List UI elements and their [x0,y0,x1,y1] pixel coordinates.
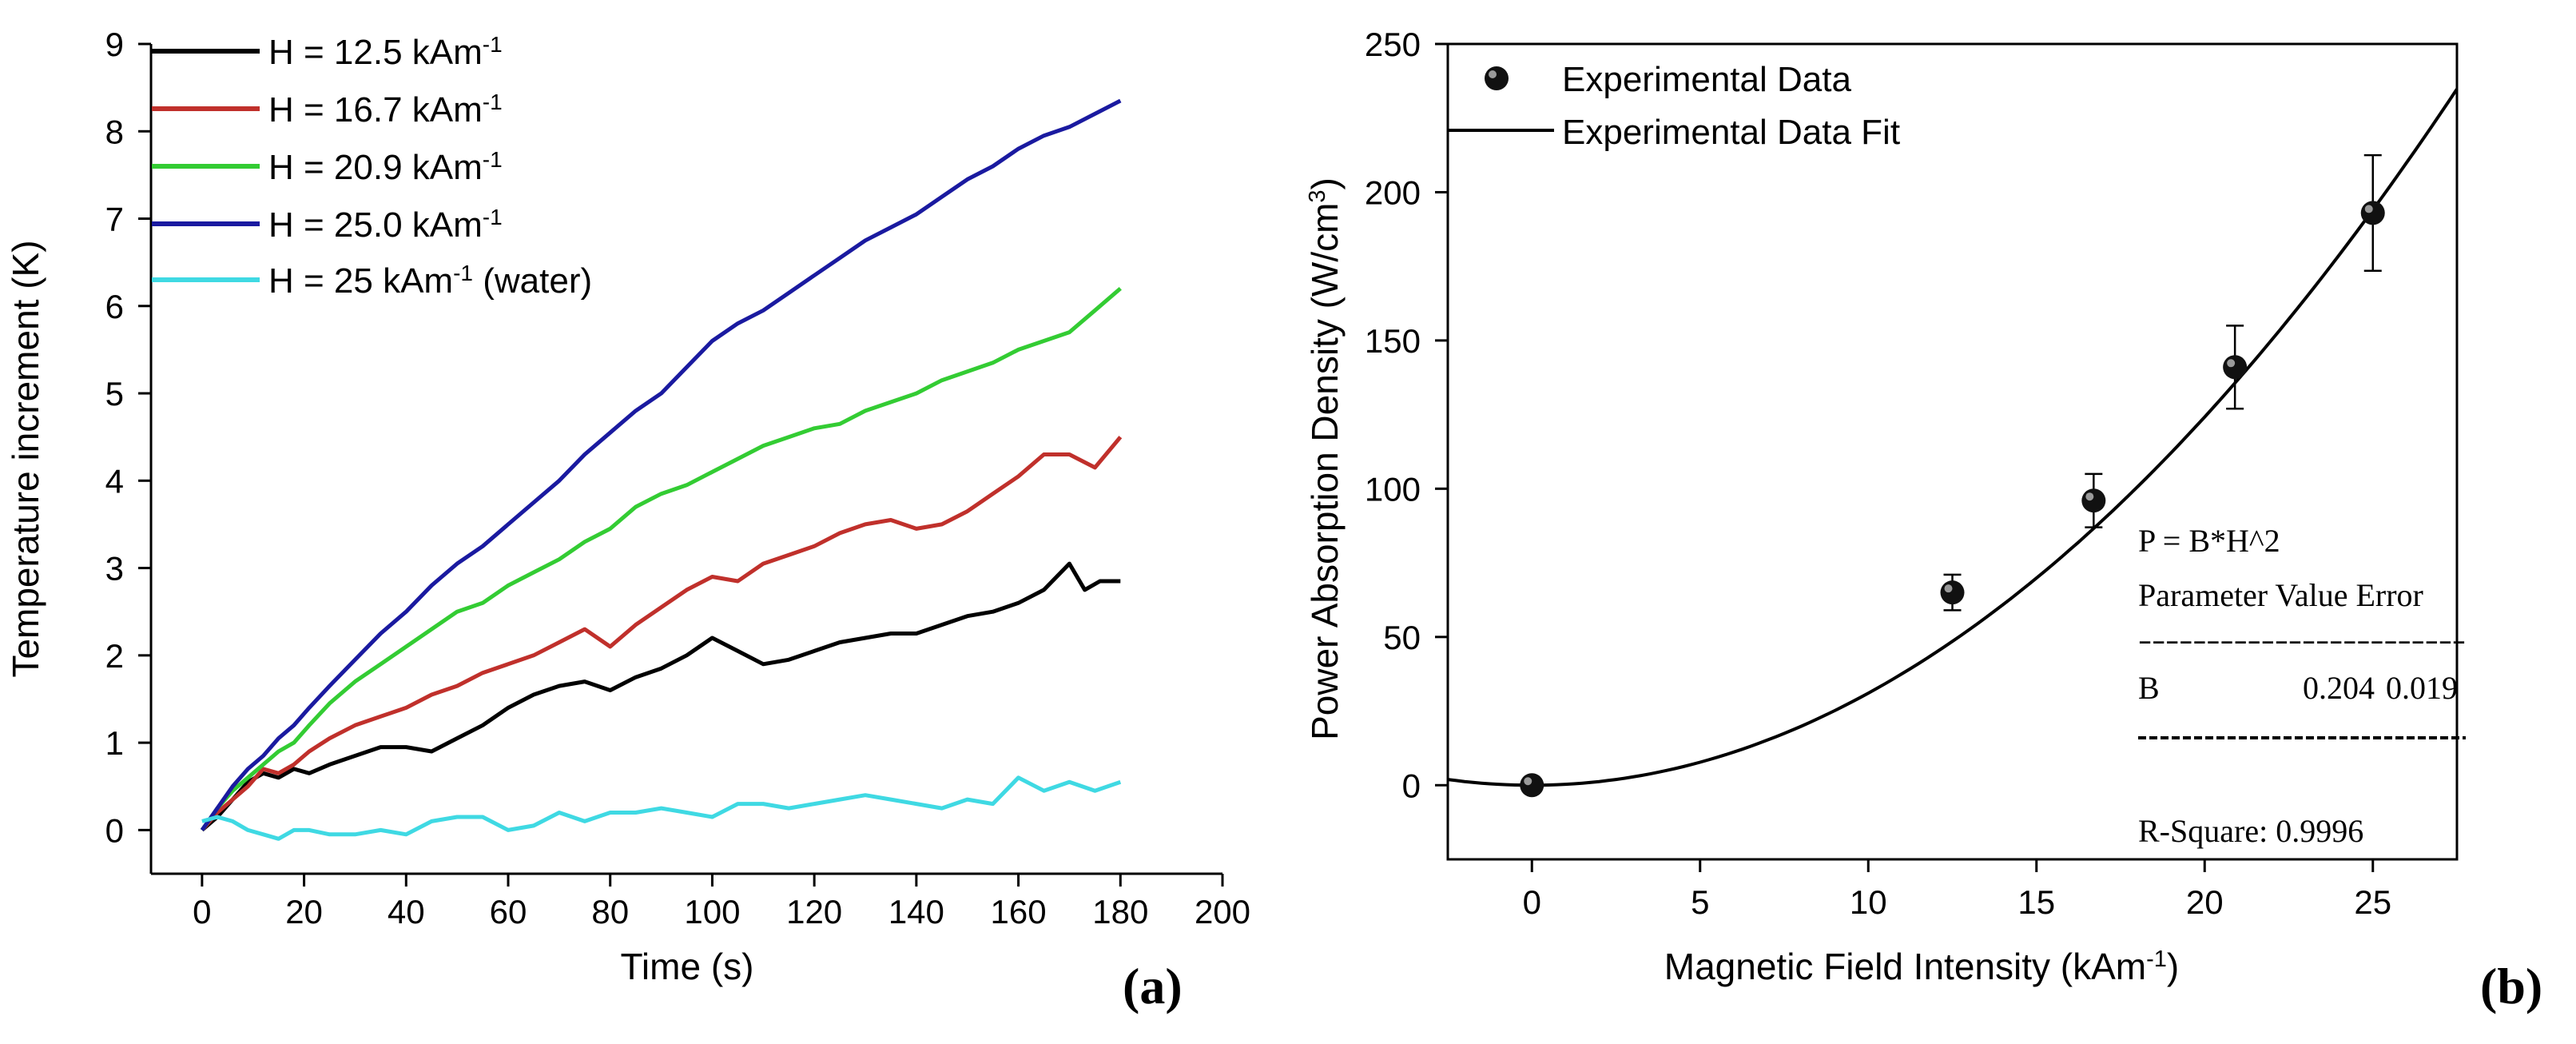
y-axis-title-a: Temperature increment (K) [5,240,46,677]
legend-label: H = 25.0 kAm-1 [268,205,503,245]
legend-marker-highlight [1489,70,1497,78]
y-tick-label: 6 [105,288,124,325]
fit-param-value: 0.204 [2303,670,2375,706]
y-axis-title-b: Power Absorption Density (W/cm3) [1304,177,1346,740]
data-point-highlight [1944,584,1953,593]
fit-param-name: B [2138,670,2160,706]
series-line-0 [201,561,1121,832]
legend-label: H = 16.7 kAm-1 [268,90,503,130]
legend-label: H = 12.5 kAm-1 [268,32,503,73]
x-tick-label: 200 [1195,893,1250,930]
legend-label: H = 20.9 kAm-1 [268,147,503,188]
fit-r-square: R-Square: 0.9996 [2138,813,2363,849]
x-tick-label: 100 [684,893,740,930]
y-tick-label: 0 [105,811,124,849]
x-tick-label: 180 [1092,893,1148,930]
legend-b: Experimental Data Experimental Data Fit [1448,60,1900,152]
legend-entry-1: H = 16.7 kAm-1 [152,90,503,130]
x-tick-label: 20 [285,893,323,930]
panel-label-a: (a) [1123,958,1183,1014]
legend-label: Experimental Data [1562,60,1851,99]
data-point-highlight [1524,777,1532,786]
y-tick-label: 9 [105,26,124,63]
legend-a: H = 12.5 kAm-1 H = 16.7 kAm-1 H = 20.9 k… [152,32,592,301]
data-point [2360,201,2385,225]
y-tick-label: 2 [105,637,124,675]
y-tick-label: 8 [105,113,124,150]
fit-table-header: Parameter Value Error [2138,577,2423,613]
y-tick-label: 200 [1365,173,1421,211]
legend-entry-2: H = 20.9 kAm-1 [152,147,503,188]
data-point [1520,773,1544,798]
series-line-1 [201,436,1123,832]
y-tick-label: 100 [1365,470,1421,508]
legend-label: Experimental Data Fit [1562,113,1900,152]
data-point-highlight [2085,492,2094,501]
data-point [1940,580,1965,605]
fit-curve [1447,88,2459,787]
x-tick-label: 25 [2354,883,2391,921]
y-tick-label: 7 [105,201,124,238]
x-tick-label: 120 [786,893,842,930]
x-tick-label: 80 [591,893,629,930]
x-tick-label: 60 [490,893,527,930]
x-tick-label: 5 [1691,883,1709,921]
legend-entry-4: H = 25 kAm-1 (water) [152,261,592,301]
y-tick-label: 5 [105,375,124,412]
y-tick-label: 0 [1402,767,1421,804]
series-line-3 [200,98,1122,831]
y-tick-label: 250 [1365,26,1421,63]
x-tick-label: 0 [1523,883,1541,921]
data-point-highlight [2364,205,2373,213]
x-tick-label: 140 [888,893,944,930]
y-tick-label: 1 [105,724,124,762]
fit-equation: P = B*H^2 [2138,523,2280,559]
legend-entry-0: H = 12.5 kAm-1 [152,32,503,73]
series-line-2 [200,287,1122,831]
x-tick-label: 160 [991,893,1047,930]
x-tick-label: 15 [2017,883,2055,921]
x-axis-title-a: Time (s) [621,946,754,987]
y-tick-label: 3 [105,550,124,588]
x-tick-label: 20 [2186,883,2224,921]
data-point [2223,355,2248,380]
fit-annotation: P = B*H^2 Parameter Value Error --------… [2138,523,2466,849]
y-tick-label: 4 [105,462,124,500]
fit-table-divider: ------------------------ [2138,624,2466,655]
chart-panel-a: 0 20 40 60 80 100 120 140 160 180 200 0 1 2 3 4 5 6 7 8 9 H … [5,26,1250,1014]
panel-label-b: (b) [2480,958,2542,1014]
x-axis-title-b: Magnetic Field Intensity (kAm-1) [1664,946,2179,987]
legend-entry-3: H = 25.0 kAm-1 [152,205,503,245]
x-tick-label: 0 [193,893,211,930]
series-line-4 [201,775,1122,841]
y-tick-label: 150 [1365,322,1421,360]
fit-param-error: 0.019 [2386,670,2458,706]
legend-label: H = 25 kAm-1 (water) [268,261,592,301]
plot-frame-b [1446,42,2459,861]
x-tick-label: 40 [388,893,425,930]
legend-marker [1485,66,1509,90]
data-point [2081,488,2106,513]
y-tick-label: 50 [1383,619,1421,656]
x-tick-label: 10 [1850,883,1887,921]
data-point-highlight [2227,359,2236,368]
